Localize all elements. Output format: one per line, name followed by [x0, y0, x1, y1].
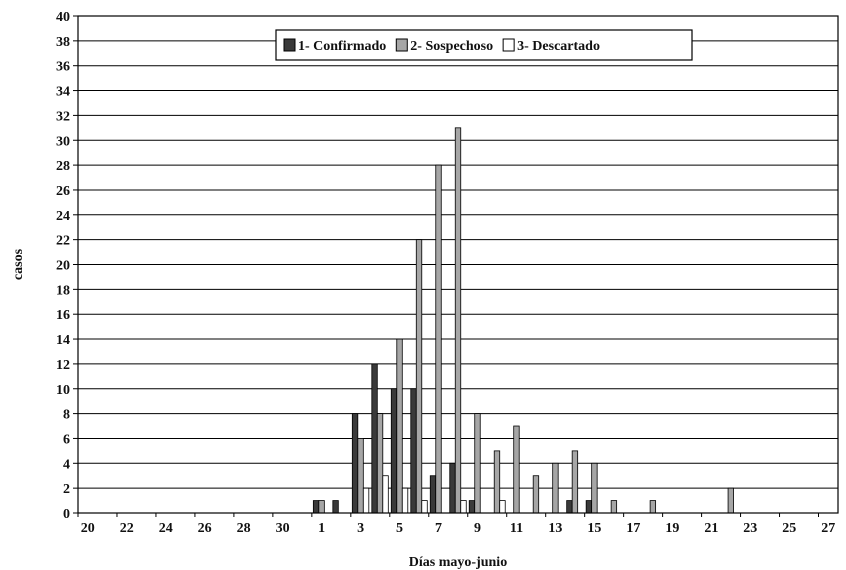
- bar-1: [312, 500, 320, 514]
- bar-2: [396, 338, 403, 514]
- x-tick-label: 1: [318, 521, 325, 536]
- bar-1: [585, 500, 593, 514]
- bars: [312, 127, 734, 514]
- x-tick-label: 5: [396, 521, 403, 536]
- bar-1: [468, 500, 476, 514]
- legend-label: 3- Descartado: [517, 39, 600, 54]
- legend-swatch: [395, 38, 408, 52]
- y-tick-label: 0: [63, 507, 70, 522]
- bar-3: [382, 475, 389, 514]
- y-tick-label: 14: [56, 333, 70, 348]
- y-tick-label: 40: [56, 10, 70, 25]
- y-tick-label: 6: [63, 432, 70, 447]
- x-tick-label: 20: [81, 521, 95, 536]
- y-tick-label: 36: [56, 60, 70, 75]
- x-tick-label: 28: [237, 521, 251, 536]
- bar-2: [454, 127, 462, 514]
- x-tick-label: 9: [474, 521, 481, 536]
- x-tick-label: 3: [357, 521, 364, 536]
- y-tick-label: 10: [56, 383, 70, 398]
- bar-3: [499, 500, 506, 514]
- legend-label: 2- Sospechoso: [410, 39, 493, 54]
- y-tick-label: 8: [63, 408, 70, 423]
- bar-1: [566, 500, 573, 514]
- x-tick-label: 25: [782, 521, 796, 536]
- legend-box: [275, 29, 693, 61]
- x-tick-label: 11: [510, 521, 523, 536]
- legend-swatch: [283, 38, 296, 52]
- x-tick-label: 26: [198, 521, 212, 536]
- bar-2: [513, 425, 520, 514]
- bar-1: [410, 388, 417, 514]
- y-tick-label: 18: [56, 283, 70, 298]
- y-tick-label: 16: [56, 308, 70, 323]
- legend-label: 1- Confirmado: [298, 39, 386, 54]
- bar-2: [474, 413, 481, 514]
- bar-1: [351, 413, 359, 514]
- y-tick-label: 22: [56, 234, 70, 249]
- bar-1: [429, 475, 437, 514]
- bar-2: [532, 475, 540, 514]
- x-tick-label: 17: [626, 521, 640, 536]
- bar-2: [415, 239, 423, 514]
- x-axis-ticks: 20 22 24 26 28 30 1 3 5 7 9 11 13 15 17 19 21 23 25 27: [77, 513, 835, 536]
- bar-2: [649, 500, 657, 514]
- bar-2: [376, 413, 384, 514]
- y-tick-label: 34: [56, 85, 70, 100]
- x-tick-label: 30: [276, 521, 290, 536]
- bar-2: [591, 462, 598, 514]
- y-tick-label: 4: [63, 457, 70, 472]
- y-tick-label: 24: [56, 209, 70, 224]
- x-tick-label: 7: [435, 521, 442, 536]
- bar-2: [493, 450, 501, 514]
- y-tick-label: 2: [63, 482, 70, 497]
- x-tick-label: 27: [821, 521, 835, 536]
- y-tick-label: 12: [56, 358, 70, 373]
- bar-1: [371, 363, 378, 514]
- legend: 1- Confirmado 2- Sospechoso 3- Descartado: [275, 29, 693, 61]
- bar-2: [571, 450, 579, 514]
- y-tick-label: 28: [56, 159, 70, 174]
- bar-2: [727, 487, 734, 514]
- legend-swatch: [502, 38, 515, 52]
- bar-2: [357, 438, 364, 514]
- x-tick-label: 21: [704, 521, 718, 536]
- bar-1: [332, 500, 339, 514]
- y-tick-label: 30: [56, 134, 70, 149]
- bar-3: [401, 487, 409, 514]
- x-tick-label: 15: [587, 521, 601, 536]
- y-tick-label: 20: [56, 259, 70, 274]
- bar-3: [460, 500, 467, 514]
- bar-2: [610, 500, 618, 514]
- bar-2: [552, 462, 559, 514]
- x-axis-title: Días mayo-junio: [409, 555, 507, 570]
- bar-2: [435, 164, 442, 514]
- bar-2: [318, 500, 325, 514]
- y-tick-label: 32: [56, 109, 70, 124]
- y-tick-label: 38: [56, 35, 70, 50]
- x-tick-label: 23: [743, 521, 757, 536]
- x-tick-label: 19: [665, 521, 679, 536]
- x-tick-label: 24: [159, 521, 173, 536]
- bar-3: [362, 487, 370, 514]
- bar-3: [421, 500, 428, 514]
- y-axis-title: casos: [11, 248, 26, 280]
- x-tick-label: 22: [120, 521, 134, 536]
- plot-frame: [77, 15, 839, 514]
- y-tick-label: 26: [56, 184, 70, 199]
- bar-1: [390, 388, 398, 514]
- bar-1: [449, 462, 456, 514]
- x-tick-label: 13: [548, 521, 562, 536]
